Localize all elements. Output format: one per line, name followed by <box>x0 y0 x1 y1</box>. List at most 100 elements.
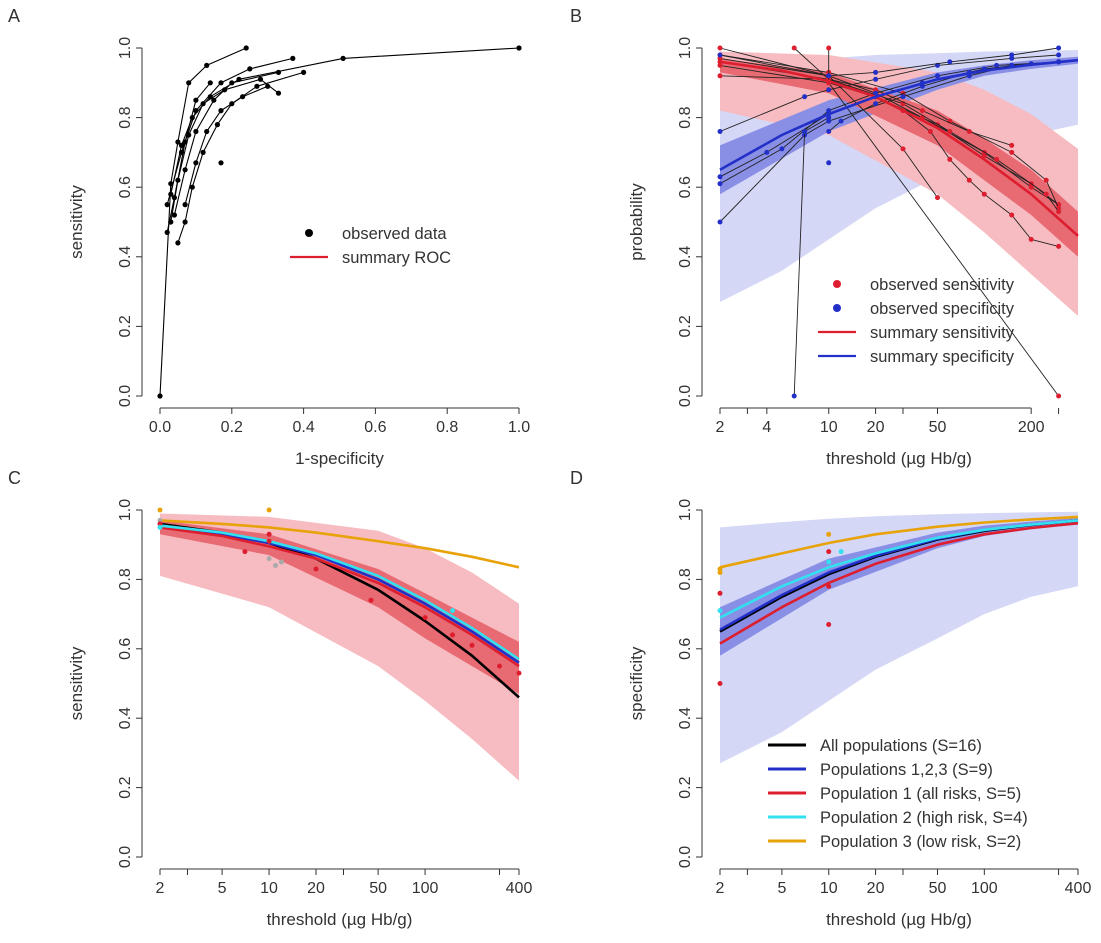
y-tick-label: 0.4 <box>677 246 694 268</box>
legend-label: Population 3 (low risk, S=2) <box>820 833 1021 851</box>
observed-data-point <box>182 202 188 208</box>
observed-point <box>826 559 832 565</box>
observed-sensitivity-point <box>1056 393 1062 399</box>
summary-sensitivity-line <box>719 60 1079 237</box>
observed-point <box>838 549 844 555</box>
x-tick-label: 5 <box>777 880 786 897</box>
observed-data-point <box>175 240 181 246</box>
observed-data-point <box>218 80 224 86</box>
summary-curve <box>159 526 520 668</box>
observed-data-point <box>164 229 170 235</box>
observed-data-point <box>204 62 210 68</box>
plot-B <box>717 45 1079 399</box>
observed-point <box>157 524 163 530</box>
observed-point <box>368 597 374 603</box>
observed-point <box>826 622 832 627</box>
observed-specificity-point <box>838 118 844 124</box>
observed-point <box>266 556 272 562</box>
observed-specificity-point <box>717 181 723 187</box>
observed-specificity-point <box>873 90 879 96</box>
observed-specificity-point <box>791 393 797 399</box>
x-tick-label: 20 <box>867 880 885 897</box>
summary-specificity-line <box>719 58 1079 171</box>
observed-data-point <box>175 139 181 145</box>
x-tick-label: 200 <box>1018 419 1045 436</box>
y-tick-label: 0.4 <box>117 246 134 268</box>
panel-label: B <box>570 6 582 26</box>
x-tick-label: 400 <box>506 880 533 897</box>
legend-label: summary ROC <box>342 249 451 267</box>
observed-sensitivity-point <box>717 45 723 51</box>
observed-data-point <box>182 219 188 225</box>
axes-A: 0.0 0.2 0.4 0.6 0.8 1.0 0.0 0.2 0.4 0.6 0.8 1.0 1-sp… <box>8 6 530 468</box>
y-tick-label: 1.0 <box>117 499 134 521</box>
observed-data-point <box>301 69 307 75</box>
axes-C: 2 5 10 20 50 100 400 0.0 0.2 0.4 0.6 0.8 1.0 threshol… <box>8 468 532 929</box>
observed-point <box>157 507 163 513</box>
legend-label: summary sensitivity <box>870 324 1015 342</box>
plot-A <box>157 45 522 399</box>
legend: All populations (S=16) Populations 1,2,3 … <box>768 737 1028 851</box>
observed-point <box>826 531 832 537</box>
observed-data-point <box>222 87 228 93</box>
x-tick-label: 20 <box>307 880 325 897</box>
legend-label: observed data <box>342 225 447 243</box>
observed-sensitivity-point <box>947 156 953 162</box>
y-tick-label: 0.0 <box>677 385 694 407</box>
observed-data-point <box>243 45 249 51</box>
observed-roc-line <box>166 57 293 205</box>
observed-specificity-point <box>826 87 832 93</box>
observed-data-point <box>254 83 260 89</box>
x-tick-label: 0.8 <box>436 419 458 436</box>
confidence-band <box>160 520 519 694</box>
observed-point <box>717 566 723 572</box>
x-axis-label: 1-specificity <box>295 449 384 468</box>
observed-data-point <box>193 97 199 103</box>
observed-specificity-line <box>719 47 1059 77</box>
observed-specificity-point <box>802 94 808 100</box>
observed-data-point <box>171 195 177 201</box>
observed-sensitivity-point <box>1043 191 1049 197</box>
y-tick-label: 0.6 <box>677 638 694 660</box>
observed-specificity-point <box>779 146 785 152</box>
observed-point <box>717 681 723 686</box>
observed-data-point <box>200 149 206 155</box>
observed-data-point <box>193 160 199 166</box>
observed-roc-line <box>159 47 247 397</box>
observed-sensitivity-point <box>717 73 723 79</box>
observed-sensitivity-line <box>793 47 1012 146</box>
observed-sensitivity-point <box>1009 149 1015 155</box>
observed-roc-line <box>184 85 268 205</box>
observed-data-point <box>200 101 206 107</box>
observed-point <box>717 608 723 614</box>
observed-data-point <box>275 69 282 75</box>
x-tick-label: 5 <box>218 880 227 897</box>
observed-point <box>422 615 428 621</box>
plot-D <box>717 511 1079 764</box>
panel-label: C <box>8 468 21 488</box>
observed-specificity-point <box>994 62 1000 68</box>
observed-data-point <box>193 128 199 135</box>
legend: observed sensitivity observed specificity… <box>818 276 1015 366</box>
x-tick-label: 50 <box>929 880 947 897</box>
observed-sensitivity-point <box>1009 212 1015 218</box>
observed-point <box>157 521 163 527</box>
x-tick-label: 0.4 <box>292 419 314 436</box>
plot-C <box>157 507 522 781</box>
y-axis-label: probability <box>627 183 646 261</box>
observed-data-point <box>182 167 188 173</box>
observed-sensitivity-point <box>1009 142 1015 148</box>
legend-point-marker <box>833 304 841 312</box>
observed-point <box>516 670 522 676</box>
observed-sensitivity-point <box>947 129 953 134</box>
x-tick-label: 2 <box>716 880 725 897</box>
observed-point <box>469 642 475 648</box>
legend-label: Population 1 (all risks, S=5) <box>820 785 1021 803</box>
observed-specificity-point <box>826 108 832 114</box>
summary-curve <box>159 519 520 569</box>
observed-sensitivity-point <box>919 108 925 114</box>
panel-label: A <box>8 6 20 26</box>
y-axis-label: sensitivity <box>67 646 86 720</box>
observed-point <box>826 549 832 555</box>
observed-point <box>826 583 832 589</box>
